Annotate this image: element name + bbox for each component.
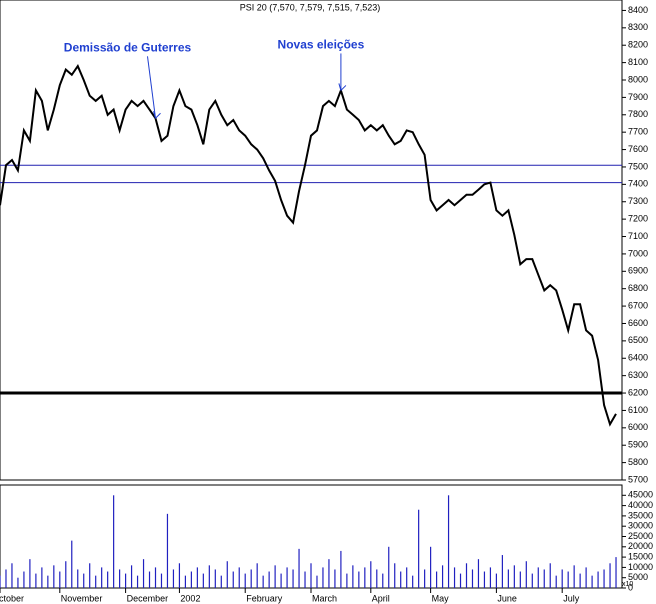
annotation-arrow [147, 56, 156, 119]
y-tick-label: 7200 [628, 214, 648, 224]
y-tick-label: 6000 [628, 422, 648, 432]
x-tick-label: 2002 [180, 593, 200, 603]
y-tick-label: 7800 [628, 109, 648, 119]
y-tick-label: 0 [628, 582, 633, 592]
y-tick-label: 20000 [628, 541, 653, 551]
y-tick-label: 40000 [628, 500, 653, 510]
y-tick-label: 6300 [628, 370, 648, 380]
y-tick-label: 15000 [628, 551, 653, 561]
x-tick-label: December [127, 593, 169, 603]
y-tick-label: 35000 [628, 510, 653, 520]
x-tick-label: March [312, 593, 337, 603]
y-tick-label: 45000 [628, 490, 653, 500]
panel-frame [0, 0, 623, 481]
y-tick-label: 6600 [628, 318, 648, 328]
y-tick-label: 8000 [628, 74, 648, 84]
y-tick-label: 25000 [628, 531, 653, 541]
y-tick-label: 5900 [628, 440, 648, 450]
y-tick-label: 7700 [628, 127, 648, 137]
y-tick-label: 7100 [628, 231, 648, 241]
y-tick-label: 6500 [628, 335, 648, 345]
y-tick-label: 6200 [628, 387, 648, 397]
unit-label: x10 [622, 581, 633, 588]
annotation: Novas eleições [278, 38, 365, 52]
chart-title: PSI 20 (7,570, 7,579, 7,515, 7,523) [240, 2, 381, 12]
x-tick-label: June [497, 593, 517, 603]
y-tick-label: 8300 [628, 22, 648, 32]
x-tick-label: April [372, 593, 390, 603]
x-tick-label: July [563, 593, 580, 603]
x-tick-label: February [246, 593, 283, 603]
y-tick-label: 7900 [628, 92, 648, 102]
y-tick-label: 6100 [628, 405, 648, 415]
x-tick-label: May [432, 593, 450, 603]
y-tick-label: 6800 [628, 283, 648, 293]
arrow-head [338, 83, 347, 91]
y-tick-label: 8400 [628, 5, 648, 15]
y-tick-label: 5000 [628, 572, 648, 582]
y-tick-label: 8200 [628, 40, 648, 50]
y-tick-label: 6400 [628, 353, 648, 363]
y-tick-label: 30000 [628, 521, 653, 531]
y-tick-label: 10000 [628, 562, 653, 572]
y-tick-label: 6700 [628, 300, 648, 310]
y-tick-label: 7400 [628, 179, 648, 189]
y-tick-label: 5800 [628, 457, 648, 467]
y-tick-label: 6900 [628, 266, 648, 276]
y-tick-label: 7300 [628, 196, 648, 206]
x-tick-label: November [61, 593, 103, 603]
y-tick-label: 5700 [628, 474, 648, 484]
y-tick-label: 7500 [628, 161, 648, 171]
y-tick-label: 7000 [628, 248, 648, 258]
annotation: Demissão de Guterres [64, 40, 192, 54]
y-tick-label: 8100 [628, 57, 648, 67]
price-line [0, 64, 617, 427]
x-tick-label: October [0, 593, 24, 603]
arrow-head [153, 111, 161, 119]
y-tick-label: 7600 [628, 144, 648, 154]
